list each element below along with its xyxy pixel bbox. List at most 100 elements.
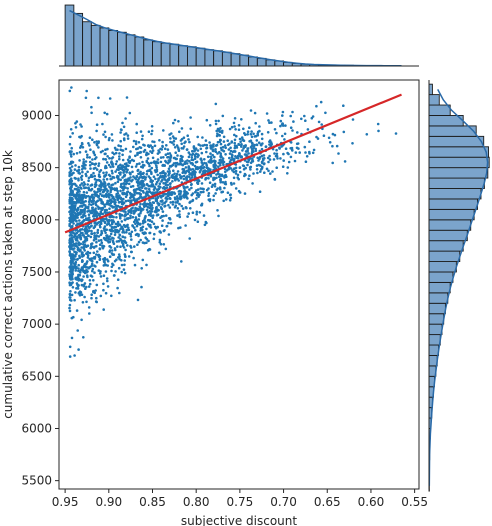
scatter-point [68,142,72,146]
scatter-point [131,224,134,227]
scatter-point [207,192,211,195]
scatter-point [93,141,96,144]
scatter-point [167,172,171,176]
scatter-point [109,224,112,227]
scatter-point [89,175,93,178]
x-axis-ticks: 0.95 0.90 0.85 0.80 0.75 0.70 0.65 0.60 0.55 [52,489,428,509]
scatter-point [160,148,164,151]
scatter-point [377,129,380,133]
scatter-point [196,220,200,223]
scatter-point [74,291,77,294]
scatter-point [152,222,156,226]
scatter-point [150,132,153,136]
scatter-point [239,156,243,159]
scatter-point [163,174,167,177]
scatter-point [275,131,278,135]
scatter-point [275,166,279,169]
scatter-point [172,143,176,146]
scatter-point [166,148,170,151]
scatter-point [87,179,90,182]
scatter-point [260,132,264,136]
scatter-point [295,146,299,150]
scatter-point [98,170,101,174]
scatter-point [76,169,79,173]
scatter-point [126,190,129,194]
scatter-point [101,206,105,210]
scatter-point [122,171,125,174]
scatter-point [141,208,145,211]
scatter-point [94,181,98,184]
scatter-point [217,165,220,168]
scatter-point [129,232,132,236]
scatter-point [158,139,161,142]
scatter-point [149,204,152,208]
scatter-point [75,309,79,312]
scatter-point [141,231,145,235]
x-marginal-bar [169,43,180,67]
scatter-point [119,185,123,188]
x-marginal-bar [204,49,215,67]
scatter-point [137,240,141,244]
scatter-point [74,193,77,197]
scatter-point [94,207,97,210]
y-marginal-bar [428,292,449,304]
scatter-point [143,231,147,234]
scatter-point [116,165,120,169]
scatter-point [100,231,103,235]
scatter-point [105,171,108,174]
scatter-point [104,166,107,170]
scatter-point [176,207,180,210]
scatter-point [141,176,145,180]
y-marginal-histogram [428,80,490,492]
scatter-point [114,162,118,166]
scatter-point [166,161,170,165]
scatter-point [269,172,272,175]
scatter-point [89,195,92,199]
scatter-point [249,161,253,165]
scatter-point [159,206,163,209]
scatter-point [229,146,232,150]
scatter-point [121,176,124,179]
scatter-point [123,263,126,267]
scatter-point [119,237,122,241]
scatter-point [337,152,340,155]
scatter-point [219,146,223,150]
scatter-point [289,126,293,129]
scatter-point [69,135,72,139]
scatter-point [176,199,179,203]
scatter-point [96,190,99,194]
scatter-point [103,174,107,178]
scatter-point [93,185,97,189]
scatter-point [145,227,148,231]
scatter-point [233,141,236,145]
scatter-point [132,139,136,143]
scatter-point [298,151,302,154]
scatter-point [232,170,236,174]
scatter-point [165,192,168,196]
scatter-point [110,294,113,298]
scatter-point [237,142,240,146]
scatter-point [197,192,200,196]
scatter-point [176,170,180,173]
scatter-point [267,169,270,173]
scatter-point [148,145,151,149]
scatter-point [219,187,222,191]
scatter-point [86,170,89,174]
scatter-point [159,242,163,246]
scatter-point [85,274,89,277]
scatter-point [185,148,189,151]
scatter-point [175,195,179,198]
scatter-point [92,215,95,218]
scatter-point [177,190,181,193]
scatter-point [146,223,150,226]
scatter-point [130,230,134,234]
scatter-point [145,241,148,244]
scatter-point [196,149,200,152]
scatter-point [129,246,133,249]
scatter-point [103,111,106,115]
scatter-point [136,243,139,246]
x-tick-label: 0.75 [227,495,254,509]
scatter-point [170,191,174,194]
scatter-point [139,238,142,242]
scatter-point [76,287,80,290]
